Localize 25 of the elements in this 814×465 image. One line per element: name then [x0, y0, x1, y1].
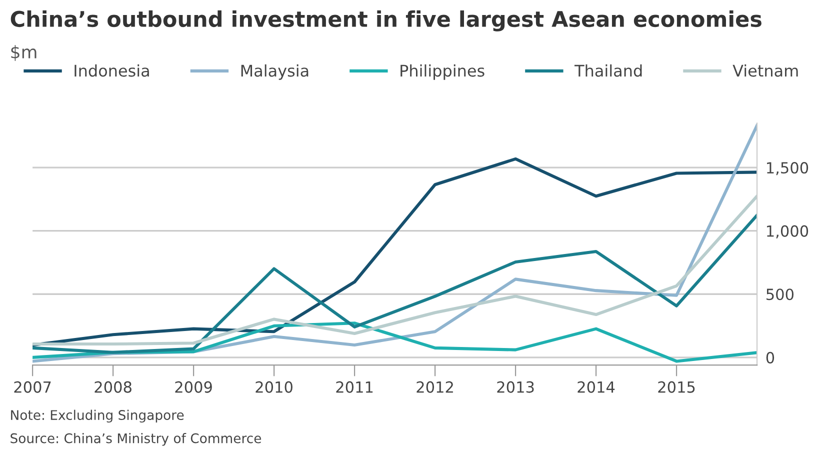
y-tick-label: 500: [766, 288, 794, 300]
x-tick-label: 2007: [14, 381, 51, 393]
x-tick-label: 2011: [336, 381, 373, 393]
chart-title: China’s outbound investment in five largest Asean economies: [10, 10, 762, 32]
legend-label: Malaysia: [241, 64, 308, 80]
legend-label: Indonesia: [74, 64, 149, 77]
y-tick-label: 1,000: [767, 225, 808, 238]
x-tick-label: 2010: [256, 381, 292, 393]
y-tick-label: 0: [766, 352, 774, 364]
y-tick-label: 1,500: [767, 162, 808, 176]
line-series: [32, 157, 758, 347]
line-series: [32, 194, 758, 346]
line-series: [32, 214, 758, 354]
x-tick-label: 2013: [497, 381, 534, 393]
x-tick-label: 2014: [578, 381, 615, 393]
legend-label: Thailand: [574, 64, 642, 77]
legend-label: Vietnam: [732, 64, 798, 77]
x-tick-label: 2012: [416, 381, 453, 393]
x-tick-label: 2015: [658, 381, 695, 393]
x-tick-label: 2009: [175, 381, 212, 393]
text: Note: Excluding Singapore: [11, 410, 184, 423]
chart-subtitle: $m: [11, 45, 36, 61]
legend-label: Philippines: [400, 64, 484, 80]
source-note: Source: China’s Ministry of Commerce: [10, 433, 262, 446]
x-tick-label: 2008: [94, 381, 132, 393]
